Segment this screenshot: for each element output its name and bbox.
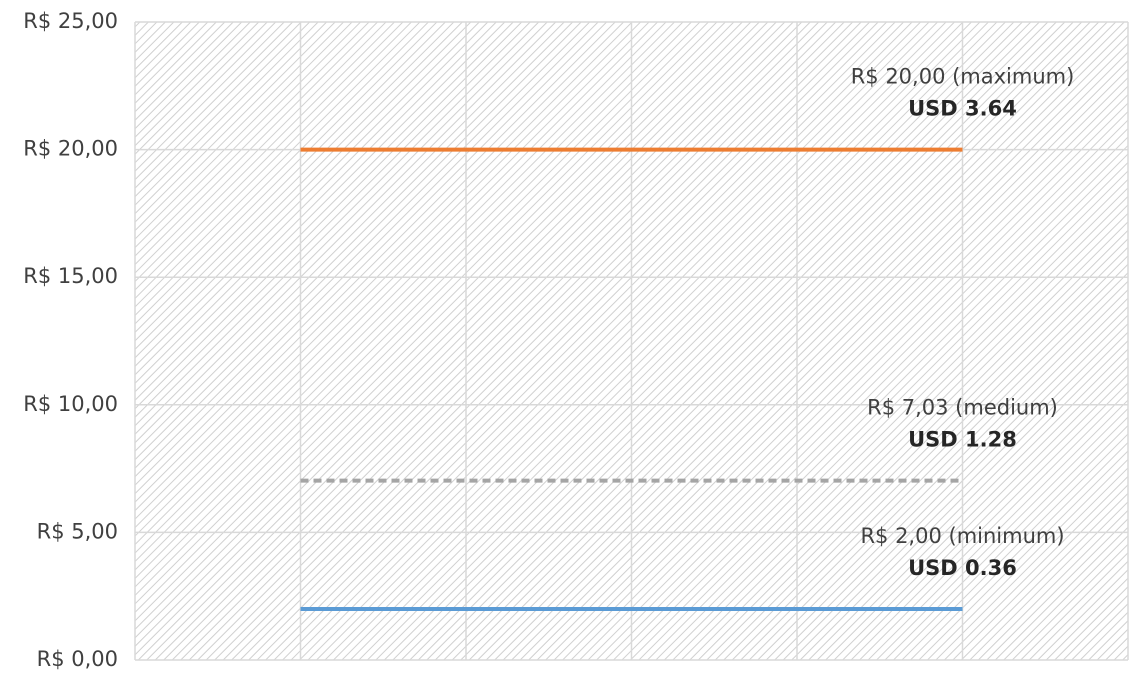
y-tick-label: R$ 10,00 — [23, 392, 118, 416]
annotation: R$ 20,00 (maximum) — [851, 65, 1075, 89]
y-tick-label: R$ 25,00 — [23, 9, 118, 33]
annotation-usd: USD 0.36 — [908, 556, 1017, 580]
annotation: R$ 7,03 (medium) — [867, 396, 1058, 420]
y-tick-label: R$ 0,00 — [37, 647, 118, 671]
y-tick-label: R$ 15,00 — [23, 264, 118, 288]
annotation: R$ 2,00 (minimum) — [860, 524, 1064, 548]
annotation-usd: USD 1.28 — [908, 428, 1017, 452]
y-tick-label: R$ 5,00 — [37, 519, 118, 543]
y-tick-label: R$ 20,00 — [23, 137, 118, 161]
annotation-usd: USD 3.64 — [908, 97, 1017, 121]
